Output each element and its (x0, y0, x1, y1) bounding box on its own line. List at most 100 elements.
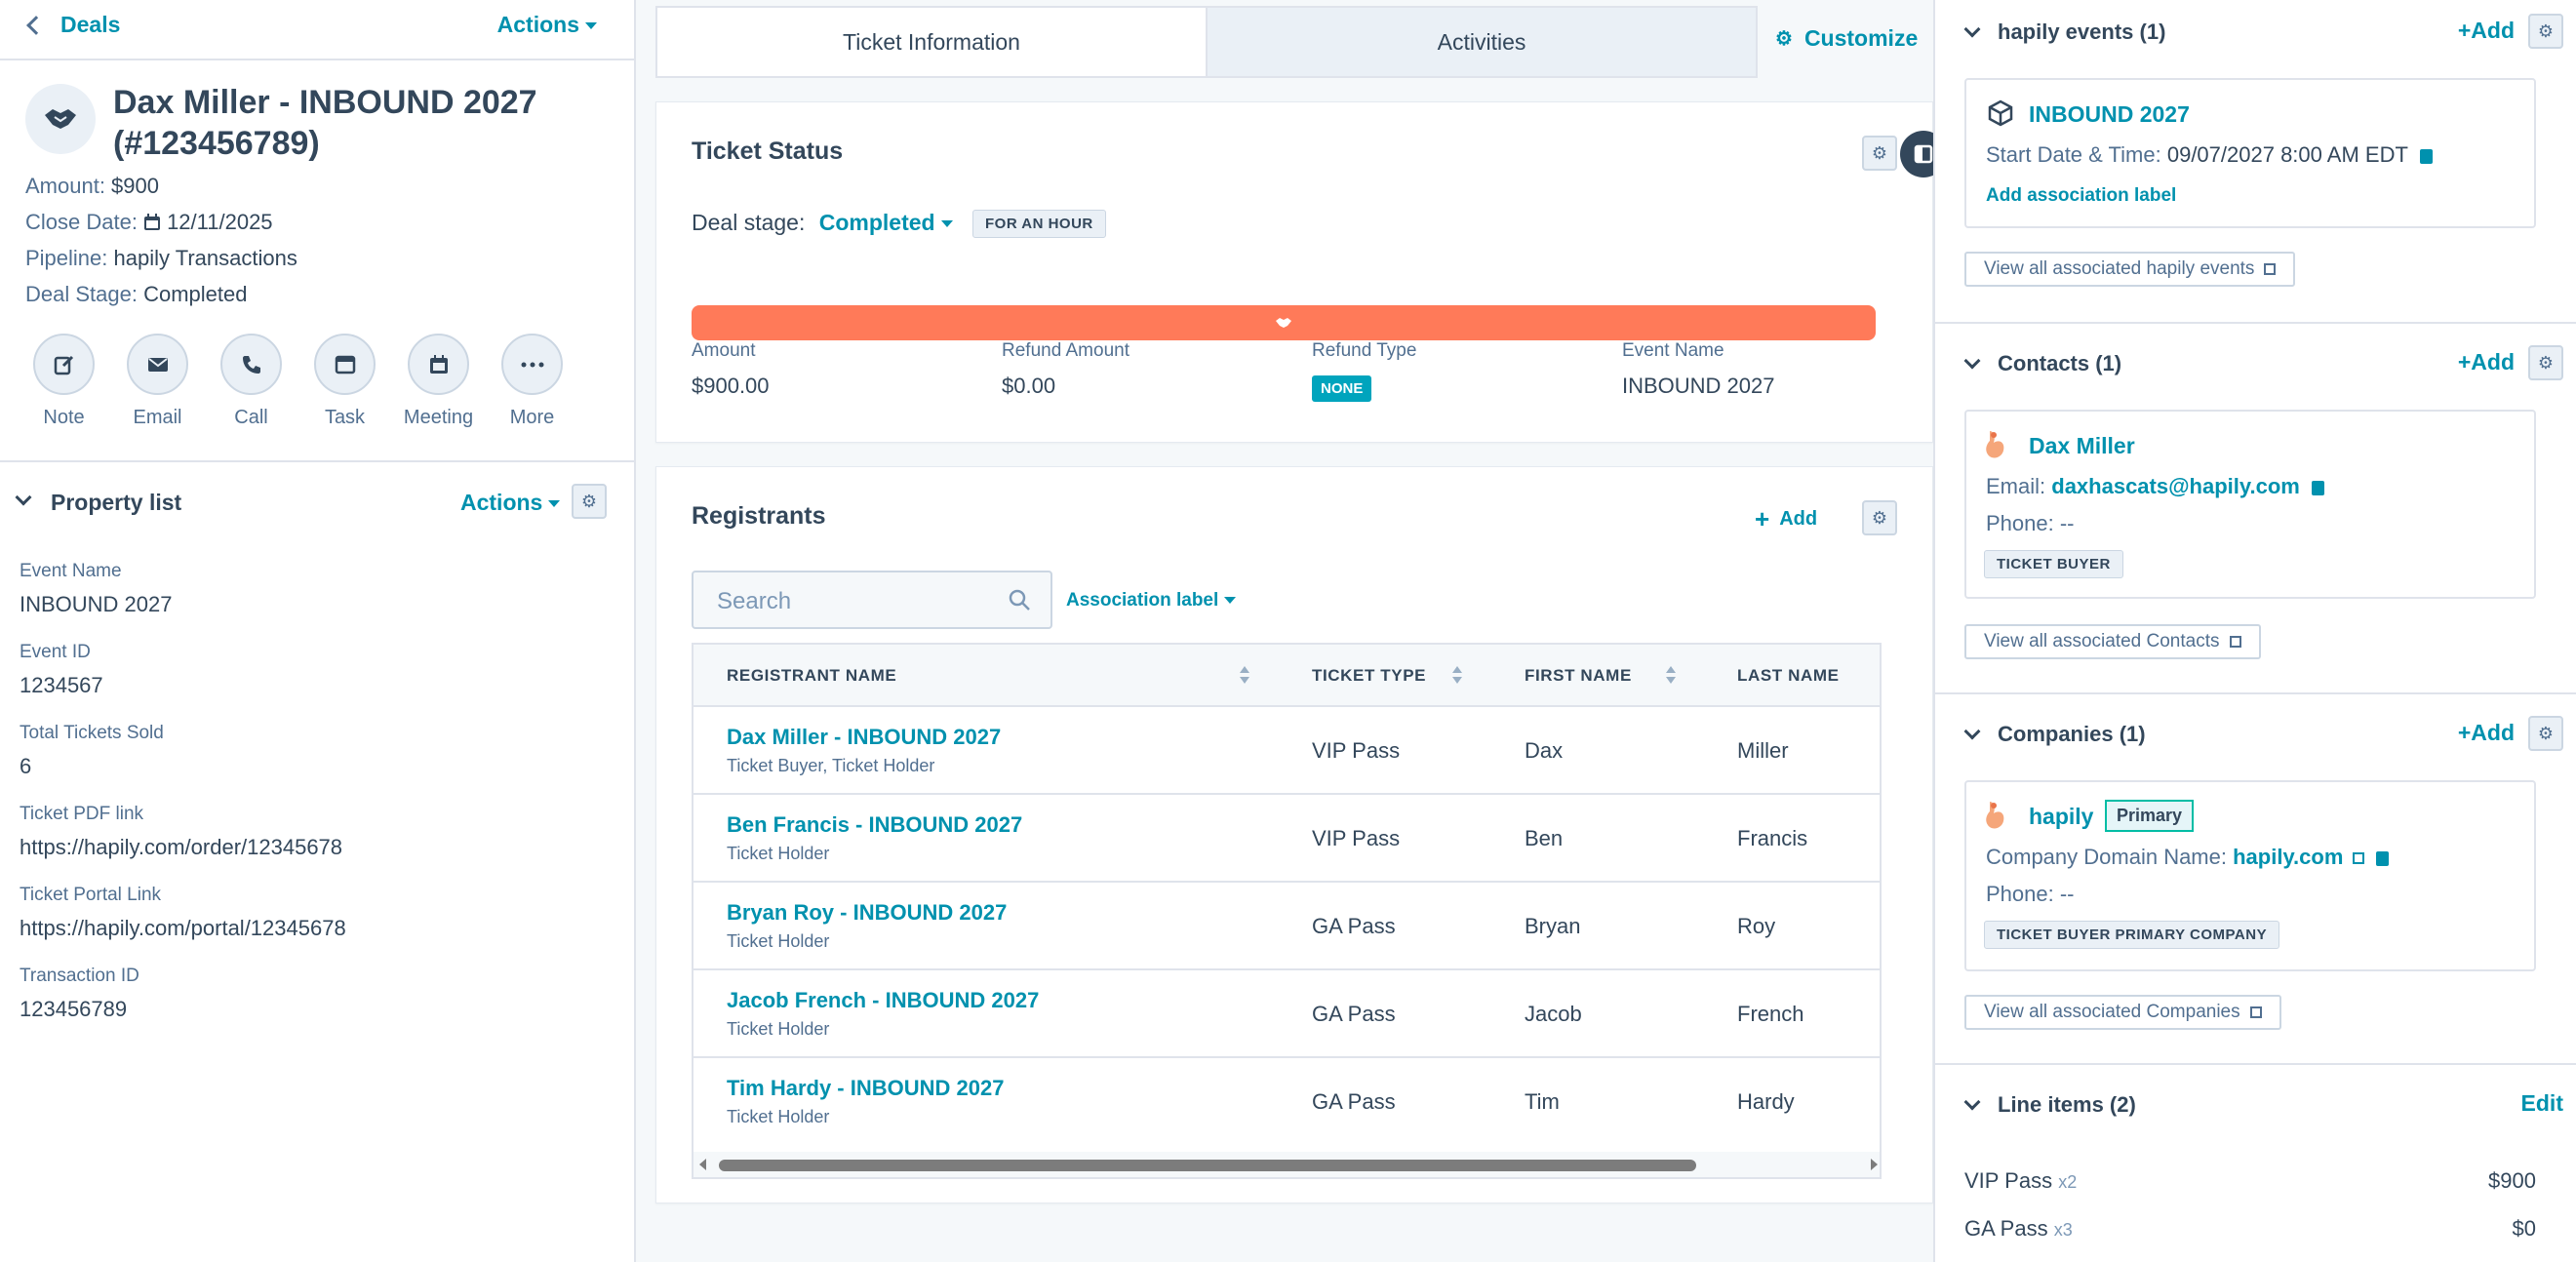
company-card: hapily Primary Company Domain Name: hapi… (1964, 780, 2536, 971)
add-label: Add (1779, 508, 1818, 530)
customize-button[interactable]: ⚙ Customize (1775, 25, 1918, 52)
copy-icon[interactable] (2419, 148, 2433, 164)
horizontal-scrollbar[interactable] (694, 1152, 1880, 1177)
property-value[interactable]: 6 (20, 754, 32, 778)
property-value[interactable]: https://hapily.com/portal/12345678 (20, 916, 346, 940)
property-value[interactable]: https://hapily.com/order/12345678 (20, 835, 343, 859)
line-item-name: VIP Pass (1964, 1168, 2053, 1193)
search-input[interactable]: Search (692, 571, 1052, 629)
company-link[interactable]: hapily (2029, 804, 2094, 829)
col-last-name[interactable]: LAST NAME (1737, 666, 1840, 685)
chevron-down-icon[interactable] (1963, 352, 1981, 370)
stat-key: Refund Type (1312, 340, 1417, 361)
col-registrant-name[interactable]: REGISTRANT NAME (727, 666, 897, 685)
record-actions-dropdown[interactable]: Actions (497, 12, 597, 38)
call-button[interactable]: Call (220, 334, 282, 429)
col-first-name[interactable]: FIRST NAME (1525, 666, 1632, 685)
company-domain-link[interactable]: hapily.com (2233, 845, 2344, 869)
add-event-button[interactable]: +Add (2457, 18, 2515, 43)
property-ticket-portal-link: Ticket Portal Link https://hapily.com/por… (20, 885, 346, 941)
meta-value: hapily Transactions (113, 246, 297, 270)
deal-title: Dax Miller - INBOUND 2027 (#123456789) (113, 84, 537, 162)
event-link[interactable]: INBOUND 2027 (2029, 101, 2190, 127)
contacts-settings-button[interactable]: ⚙ (2528, 345, 2563, 380)
association-label-filter[interactable]: Association label (1066, 590, 1237, 611)
ticket-status-title: Ticket Status (692, 138, 844, 165)
external-link-icon[interactable] (2353, 852, 2365, 864)
handshake-icon (1276, 318, 1291, 328)
external-link-icon (2249, 1006, 2262, 1018)
ticket-buyer-badge: TICKET BUYER (1984, 550, 2123, 578)
chevron-down-icon[interactable] (15, 489, 32, 506)
add-contact-button[interactable]: +Add (2457, 349, 2515, 375)
edit-line-items-button[interactable]: Edit (2520, 1090, 2563, 1116)
registrant-link[interactable]: Ben Francis - INBOUND 2027 (727, 812, 1023, 837)
domain-label: Company Domain Name: (1986, 845, 2234, 869)
ticket-type-cell: VIP Pass (1312, 738, 1401, 763)
gear-icon: ⚙ (2537, 20, 2555, 41)
property-value[interactable]: 1234567 (20, 673, 103, 697)
copy-icon[interactable] (2376, 850, 2390, 866)
contact-email-link[interactable]: daxhascats@hapily.com (2051, 474, 2300, 498)
note-button[interactable]: Note (33, 334, 95, 429)
divider (1935, 1063, 2576, 1065)
registrant-link[interactable]: Dax Miller - INBOUND 2027 (727, 725, 1002, 749)
deal-stage-dropdown[interactable]: Completed (819, 210, 953, 235)
deal-stage-value: Completed (818, 210, 935, 235)
registrant-link[interactable]: Bryan Roy - INBOUND 2027 (727, 900, 1008, 925)
line-item: GA Pass x3 $0 (1964, 1216, 2536, 1242)
view-all-events-button[interactable]: View all associated hapily events (1964, 252, 2296, 287)
search-placeholder: Search (717, 588, 792, 614)
table-row: Jacob French - INBOUND 2027 Ticket Holde… (694, 970, 1880, 1058)
property-value[interactable]: 123456789 (20, 997, 128, 1021)
add-company-button[interactable]: +Add (2457, 720, 2515, 745)
start-value: 09/07/2027 8:00 AM EDT (2166, 142, 2408, 167)
property-actions-dropdown[interactable]: Actions (460, 490, 561, 516)
registrants-card: Registrants + Add ⚙ Search Association la… (655, 466, 1933, 1203)
property-value[interactable]: INBOUND 2027 (20, 592, 173, 616)
task-button[interactable]: Task (314, 334, 376, 429)
table-row: Ben Francis - INBOUND 2027 Ticket Holder… (694, 795, 1880, 883)
sort-icon[interactable] (1240, 664, 1249, 688)
col-ticket-type[interactable]: TICKET TYPE (1312, 666, 1427, 685)
add-registrant-button[interactable]: + Add (1755, 504, 1817, 534)
line-item-name: GA Pass (1964, 1216, 2048, 1241)
association-sidebar: hapily events (1) +Add ⚙ INBOUND 2027 St… (1933, 0, 2576, 1262)
email-icon (127, 334, 188, 395)
more-button[interactable]: More (501, 334, 563, 429)
scroll-right-icon[interactable] (1871, 1159, 1878, 1170)
email-button[interactable]: Email (127, 334, 188, 429)
table-row: Tim Hardy - INBOUND 2027 Ticket Holder G… (694, 1058, 1880, 1146)
scrollbar-thumb[interactable] (719, 1160, 1696, 1171)
external-link-icon (2264, 263, 2277, 275)
scroll-left-icon[interactable] (699, 1159, 706, 1170)
back-to-deals-link[interactable]: Deals (26, 12, 120, 38)
ticket-type-cell: GA Pass (1312, 1002, 1396, 1026)
registrant-link[interactable]: Tim Hardy - INBOUND 2027 (727, 1076, 1005, 1100)
tab-ticket-information[interactable]: Ticket Information (657, 8, 1206, 76)
sort-icon[interactable] (1452, 664, 1462, 688)
meeting-button[interactable]: Meeting (404, 334, 473, 429)
add-association-label-link[interactable]: Add association label (1986, 185, 2177, 206)
task-label: Task (324, 407, 366, 428)
card-settings-button[interactable]: ⚙ (1862, 136, 1897, 171)
gear-icon: ⚙ (2537, 352, 2555, 373)
meta-value: Completed (143, 282, 248, 306)
more-label: More (509, 407, 555, 428)
view-all-contacts-button[interactable]: View all associated Contacts (1964, 624, 2261, 659)
chevron-down-icon[interactable] (1963, 723, 1981, 740)
registrant-link[interactable]: Jacob French - INBOUND 2027 (727, 988, 1040, 1012)
chevron-down-icon[interactable] (1963, 20, 1981, 38)
registrants-settings-button[interactable]: ⚙ (1862, 500, 1897, 535)
contact-link[interactable]: Dax Miller (2029, 433, 2135, 458)
view-all-companies-button[interactable]: View all associated Companies (1964, 995, 2281, 1030)
events-settings-button[interactable]: ⚙ (2528, 14, 2563, 49)
property-settings-button[interactable]: ⚙ (572, 484, 607, 519)
companies-settings-button[interactable]: ⚙ (2528, 716, 2563, 751)
sort-icon[interactable] (1666, 664, 1676, 688)
copy-icon[interactable] (2311, 480, 2324, 495)
tab-activities[interactable]: Activities (1206, 8, 1756, 76)
last-name-cell: Hardy (1737, 1089, 1795, 1114)
chevron-down-icon[interactable] (1963, 1093, 1981, 1111)
property-key: Event Name (20, 561, 122, 581)
